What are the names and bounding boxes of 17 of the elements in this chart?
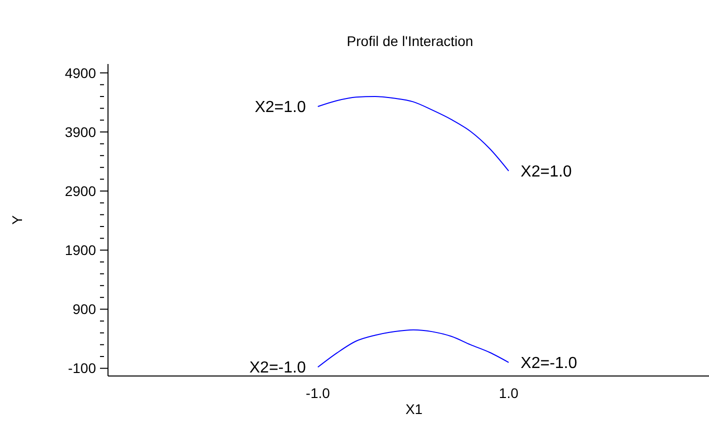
y-tick-label: 2900	[64, 182, 96, 199]
x-tick-label: 1.0	[498, 385, 519, 401]
y-tick-label: 1900	[64, 242, 96, 258]
y-tick-label: 900	[72, 301, 96, 318]
line-series	[317, 96, 510, 172]
x-tick-label: -1.0	[306, 385, 330, 401]
line-series	[317, 329, 510, 368]
y-tick-label: 3900	[64, 124, 96, 140]
text: X2=1.0	[254, 99, 306, 116]
y-tick-label: -100	[68, 360, 96, 376]
x-axis-title: X1	[405, 401, 423, 417]
chart-title: Profil de l'Interaction	[346, 33, 474, 49]
y-tick-label: 4900	[64, 64, 96, 81]
y-axis-title: Y	[9, 214, 25, 225]
series-label: X2=1.0	[520, 164, 572, 181]
series-label: X2=-1.0	[520, 355, 578, 372]
text: X2=-1.0	[249, 360, 306, 377]
